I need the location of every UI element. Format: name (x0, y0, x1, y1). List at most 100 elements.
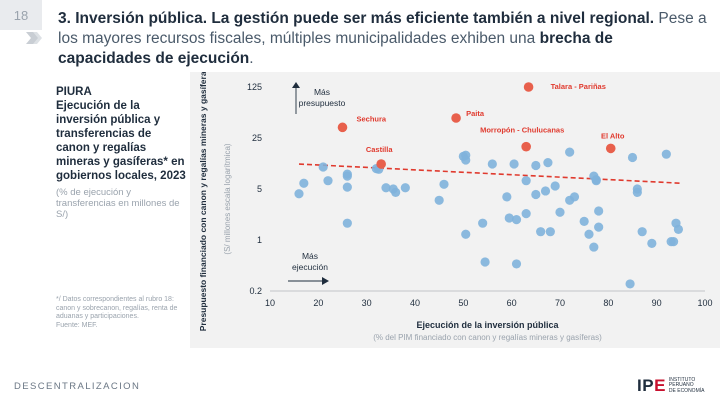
x-tick-label: 20 (313, 298, 323, 308)
title-bold-2: brecha de capacidades de ejecución (58, 30, 613, 67)
page-title: 3. Inversión pública. La gestión puede s… (58, 9, 708, 69)
more-execution-annotation: Más ejecución (292, 251, 328, 272)
data-point (540, 186, 551, 196)
point-label: Talara - Pariñas (551, 82, 606, 91)
data-point (569, 192, 580, 202)
data-point (342, 182, 352, 192)
data-point (632, 187, 642, 197)
x-tick-label: 10 (265, 298, 275, 308)
data-point (294, 189, 304, 199)
page-number: 18 (0, 0, 42, 30)
data-point (318, 162, 328, 172)
y-tick-label: 5 (257, 184, 262, 194)
section-label: DESCENTRALIZACION (14, 381, 141, 392)
x-tick-label: 90 (652, 298, 662, 308)
y-tick-label: 0.2 (249, 286, 262, 296)
highlight-point (521, 141, 531, 152)
right-arrow-icon (322, 277, 329, 285)
data-point (381, 183, 391, 193)
data-point (323, 176, 333, 186)
x-tick-label: 30 (362, 298, 372, 308)
data-point (461, 229, 471, 239)
data-point (400, 183, 410, 193)
data-point (584, 229, 594, 239)
y-tick-label: 1 (257, 235, 262, 245)
highlight-point (451, 113, 461, 123)
x-tick-label: 40 (410, 298, 420, 308)
y-axis-subtitle: (S/ millones escala logarítmica) (223, 143, 232, 254)
data-point (594, 222, 604, 232)
data-point (434, 195, 444, 205)
x-tick-label: 50 (458, 298, 468, 308)
data-point (591, 175, 601, 185)
chart-area: 10 20 30 40 50 60 70 80 90 100 0.2 1 5 25 125 Ejecución… (190, 72, 720, 348)
data-point (589, 242, 599, 252)
highlight-point (523, 82, 534, 92)
data-point (502, 192, 512, 202)
highlight-point (376, 159, 386, 169)
data-point (342, 218, 352, 228)
data-point (504, 213, 514, 223)
data-point (521, 176, 531, 186)
data-point (487, 159, 497, 169)
data-point (521, 209, 531, 219)
chevron-right-icon (26, 32, 42, 44)
logo-acronym: IPE (637, 376, 666, 395)
data-point (439, 179, 449, 189)
chart-subtitle: (% de ejecución y transferencias en mill… (56, 187, 180, 220)
region-label: PIURA (56, 86, 92, 98)
x-tick-label: 80 (603, 298, 613, 308)
data-point (647, 238, 657, 248)
chart-description: PIURA Ejecución de la inversión pública … (56, 86, 186, 220)
data-point (625, 279, 635, 289)
up-arrow-icon (292, 82, 300, 88)
data-point (478, 218, 488, 228)
x-axis-subtitle: (% del PIM financiado con canon y regalí… (373, 333, 602, 342)
title-bold: 3. Inversión pública. La gestión puede s… (58, 10, 655, 27)
data-point (627, 152, 638, 163)
x-tick-label: 60 (507, 298, 517, 308)
data-point (550, 181, 560, 191)
data-point (579, 216, 589, 226)
data-point (543, 158, 553, 168)
footnote: */ Datos correspondientes al rubro 18: c… (56, 296, 186, 330)
data-point (299, 178, 309, 188)
data-point (565, 147, 575, 157)
data-point (480, 257, 490, 267)
point-label: Paita (466, 109, 485, 118)
highlight-point (605, 143, 616, 154)
chart-title: Ejecución de la inversión pública y tran… (56, 100, 186, 182)
footnote-note: */ Datos correspondientes al rubro 18: c… (56, 296, 178, 320)
data-point (555, 207, 565, 217)
footnote-source: Fuente: MEF. (56, 321, 98, 329)
data-point (661, 149, 671, 159)
x-tick-label: 70 (555, 298, 565, 308)
data-point (342, 171, 352, 181)
data-point (509, 159, 519, 169)
highlight-point (337, 122, 348, 133)
data-point (391, 187, 401, 197)
ipe-logo: IPE INSTITUTO PERUANO DE ECONOMÍA (637, 376, 704, 396)
point-label: Castilla (366, 145, 394, 154)
data-point (536, 227, 546, 237)
data-point (511, 259, 522, 269)
data-point (511, 215, 522, 225)
data-point (668, 237, 679, 247)
logo-text: INSTITUTO PERUANO DE ECONOMÍA (668, 376, 705, 394)
data-point (594, 206, 604, 216)
more-budget-annotation: Más presupuesto (299, 87, 346, 108)
y-tick-label: 25 (252, 133, 262, 143)
data-point (637, 227, 647, 237)
title-end: . (249, 50, 254, 67)
data-point (531, 189, 541, 200)
y-tick-label: 125 (247, 82, 262, 92)
data-point (673, 224, 684, 234)
y-axis-title: Presupuesto financiado con canon y regal… (198, 72, 208, 331)
data-point (461, 155, 471, 165)
point-label: El Alto (601, 131, 625, 140)
scatter-chart: 10 20 30 40 50 60 70 80 90 100 0.2 1 5 25 125 Ejecución… (198, 72, 713, 342)
x-axis-title: Ejecución de la inversión pública (416, 320, 559, 330)
point-label: Sechura (357, 114, 387, 123)
title-regular: Pese a los mayores recursos fiscales, mú… (58, 10, 707, 47)
point-label: Morropón - Chulucanas (480, 126, 564, 135)
